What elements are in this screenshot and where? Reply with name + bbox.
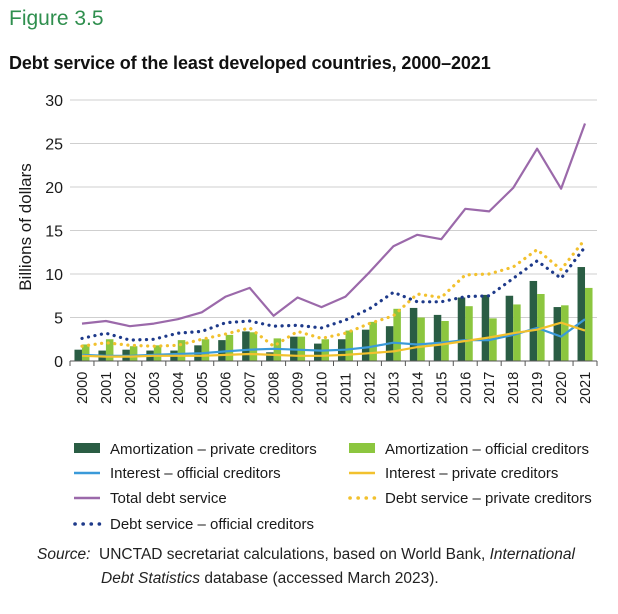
- x-tick-label: 2011: [338, 373, 354, 404]
- x-tick-label: 2010: [315, 372, 331, 404]
- x-tick-label: 2015: [434, 372, 450, 404]
- y-tick-label: 10: [45, 267, 63, 284]
- gridlines: [70, 99, 597, 318]
- series-line-total-debt-service: [81, 123, 587, 328]
- x-tick-label: 2006: [219, 372, 235, 404]
- x-tick-label: 2019: [530, 372, 546, 404]
- source-label: Source:: [37, 546, 91, 563]
- bar-amortization-official: [369, 321, 377, 361]
- x-tick-label: 2003: [147, 372, 163, 404]
- legend-label: Amortization – official creditors: [385, 441, 589, 458]
- bar-amortization-official: [105, 339, 114, 361]
- source-text-1: UNCTAD secretariat calculations, based o…: [99, 546, 486, 563]
- bar-amortization-official: [249, 332, 258, 361]
- bar-amortization-private: [481, 294, 490, 361]
- x-tick-label: 2001: [99, 372, 115, 404]
- y-tick-label: 20: [45, 180, 63, 197]
- chart-title: Debt service of the least developed coun…: [9, 53, 491, 73]
- y-tick-label: 15: [45, 224, 63, 241]
- legend-item: Amortization – official creditors: [349, 441, 589, 458]
- bar-amortization-official: [153, 345, 162, 361]
- bar-amortization-official: [441, 320, 449, 361]
- x-tick-label: 2009: [291, 372, 307, 404]
- legend-swatch: [74, 443, 100, 453]
- bar-amortization-private: [529, 280, 538, 361]
- legend-label: Total debt service: [110, 490, 227, 507]
- source-italic-1: International: [489, 546, 575, 563]
- bar-amortization-official: [393, 308, 401, 361]
- bar-amortization-private: [433, 314, 442, 361]
- legend-swatch: [349, 443, 375, 453]
- legend-label: Amortization – private creditors: [110, 441, 317, 458]
- series-line-debt-service-official-creditors: [80, 245, 587, 342]
- x-tick-label: 2008: [267, 372, 283, 404]
- x-tick-label: 2013: [386, 372, 402, 404]
- bar-amortization-private: [553, 307, 562, 361]
- bar-amortization-private: [409, 307, 418, 361]
- y-axis-label: Billions of dollars: [16, 163, 35, 291]
- legend-item: Debt service – private creditors: [348, 490, 592, 507]
- legend-label: Interest – official creditors: [110, 465, 281, 482]
- x-tick-label: 2004: [171, 372, 187, 404]
- bars: [74, 267, 593, 361]
- bar-amortization-private: [314, 343, 322, 361]
- x-tick-label: 2017: [482, 372, 498, 404]
- bar-amortization-official: [201, 339, 210, 361]
- axes: 0 5 10 15 20 25 30 2000 2001 2002 2003 2004 2005 2006…: [45, 93, 598, 404]
- bar-amortization-official: [345, 330, 353, 361]
- legend-item: Interest – official creditors: [74, 465, 281, 482]
- bar-amortization-official: [225, 334, 234, 361]
- y-tick-label: 0: [54, 354, 63, 371]
- figure-label: Figure 3.5: [9, 7, 104, 30]
- bar-amortization-private: [74, 349, 82, 361]
- lines: [80, 123, 587, 358]
- x-tick-label: 2021: [578, 372, 594, 404]
- bar-amortization-private: [218, 340, 226, 361]
- bar-amortization-official: [129, 346, 138, 361]
- x-tick-label: 2020: [554, 372, 570, 404]
- x-tick-label: 2016: [458, 372, 474, 404]
- legend-item: Interest – private creditors: [349, 465, 558, 482]
- x-tick-label: 2007: [243, 372, 259, 404]
- legend-item: Debt service – official creditors: [73, 516, 314, 533]
- bar-amortization-private: [457, 297, 466, 361]
- series-line-interest-private-creditors: [81, 321, 586, 358]
- legend: Amortization – private creditors Amortiza…: [73, 441, 592, 533]
- legend-item: Amortization – private creditors: [74, 441, 317, 458]
- bar-amortization-private: [266, 352, 274, 361]
- x-tick-label: 2012: [362, 372, 378, 404]
- y-tick-label: 5: [54, 311, 63, 328]
- legend-label: Debt service – official creditors: [110, 516, 314, 533]
- bar-amortization-official: [81, 344, 90, 361]
- series-line-interest-official-creditors: [81, 318, 586, 357]
- legend-item: Total debt service: [74, 490, 227, 507]
- bar-amortization-private: [242, 331, 250, 361]
- y-tick-label: 25: [45, 137, 63, 154]
- x-tick-label: 2014: [410, 372, 426, 404]
- x-tick-label: 2018: [506, 372, 522, 404]
- bar-amortization-private: [361, 329, 370, 361]
- x-tick-label: 2005: [195, 372, 211, 404]
- bar-amortization-official: [465, 306, 473, 361]
- bar-amortization-private: [577, 267, 586, 361]
- legend-label: Interest – private creditors: [385, 465, 558, 482]
- series-line-debt-service-private-creditors: [80, 237, 587, 348]
- bar-amortization-official: [417, 317, 425, 361]
- source-note: Source: UNCTAD secretariat calculations,…: [37, 543, 607, 591]
- legend-label: Debt service – private creditors: [385, 490, 592, 507]
- chart: 0 5 10 15 20 25 30 2000 2001 2002 2003 2004 2005 2006…: [16, 93, 598, 533]
- y-tick-label: 30: [45, 93, 63, 110]
- bar-amortization-official: [585, 287, 593, 361]
- source-text-2: database (accessed March 2023).: [204, 570, 439, 587]
- x-tick-label: 2000: [75, 372, 91, 404]
- x-tick-label: 2002: [123, 372, 139, 404]
- source-italic-2: Debt Statistics: [101, 570, 201, 587]
- bar-amortization-official: [177, 340, 186, 361]
- bar-amortization-private: [505, 295, 514, 361]
